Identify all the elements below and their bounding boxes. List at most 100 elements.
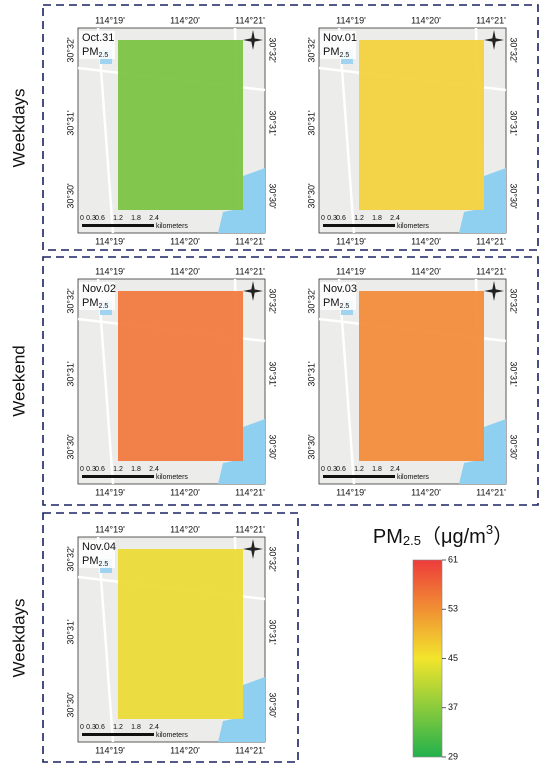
water (218, 677, 265, 742)
panel-date: Nov.02 (82, 283, 116, 295)
group-box (42, 256, 539, 506)
colorbar-tick-label: 37 (448, 702, 458, 712)
lon-tick-label: 114°21' (476, 266, 506, 276)
lat-tick-label: 30°31' (306, 110, 316, 136)
legend-unit: ） (493, 525, 513, 548)
lat-tick-label: 30°31' (509, 361, 519, 387)
legend-superscript: 3 (486, 522, 493, 537)
group-label: Weekdays (9, 88, 28, 167)
lat-tick-label: 30°32' (65, 288, 75, 314)
scale-label: 1.2 (113, 215, 123, 222)
scale-label: 0 (80, 466, 84, 473)
pollutant-subscript: 2.5 (340, 303, 350, 310)
lat-tick-label: 30°32' (268, 37, 278, 63)
lon-tick-label: 114°21' (476, 487, 506, 497)
scale-label: 1.8 (131, 466, 141, 473)
lat-tick-label: 30°32' (268, 546, 278, 572)
lon-tick-label: 114°21' (476, 236, 506, 246)
scale-label: 1.2 (113, 724, 123, 731)
lat-tick-label: 30°32' (306, 288, 316, 314)
lat-tick-label: 30°30' (65, 434, 75, 460)
colorbar-tick-label: 61 (448, 554, 458, 564)
scale-bar (82, 475, 154, 478)
legend-title-text: PM (373, 526, 403, 548)
panel-pollutant: PM2.5 (82, 297, 108, 310)
scale-label: 2.4 (149, 466, 159, 473)
colorbar (412, 559, 443, 758)
scale-label: 1.8 (372, 215, 382, 222)
panel-date: Nov.03 (323, 283, 357, 295)
concentration-field (359, 291, 484, 461)
scale-label: 0 (80, 215, 84, 222)
pollutant-name: PM (82, 297, 99, 309)
lon-tick-label: 114°19' (336, 15, 366, 25)
lat-tick-label: 30°31' (65, 619, 75, 645)
lat-tick-label: 30°31' (509, 110, 519, 136)
lat-tick-label: 30°30' (306, 183, 316, 209)
lon-tick-label: 114°20' (411, 15, 441, 25)
scale-label: 0 (80, 724, 84, 731)
lon-tick-label: 114°19' (336, 266, 366, 276)
water (218, 419, 265, 484)
lat-tick-label: 30°30' (268, 434, 278, 460)
lat-tick-label: 30°32' (306, 37, 316, 63)
scale-label: 2.4 (149, 724, 159, 731)
lat-tick-label: 30°30' (65, 692, 75, 718)
north-arrow (484, 30, 504, 50)
lat-tick-label: 30°32' (509, 288, 519, 314)
legend-title: PM2.5（μg/m3） (373, 522, 513, 548)
scale-label: 0.6 (95, 215, 105, 222)
concentration-field (118, 40, 243, 210)
group-box (42, 512, 299, 763)
lon-tick-label: 114°19' (336, 236, 366, 246)
scale-bar (323, 475, 395, 478)
scale-label: 2.4 (390, 466, 400, 473)
pollutant-name: PM (323, 46, 340, 58)
lat-tick-label: 30°30' (509, 434, 519, 460)
scale-bar (323, 224, 395, 227)
label-box (79, 540, 115, 568)
north-arrow (243, 539, 263, 559)
scale-label: 2.4 (149, 215, 159, 222)
scale-label: 0.3 (327, 215, 337, 222)
scale-label: 0 (321, 466, 325, 473)
lat-tick-label: 30°32' (509, 37, 519, 63)
lon-tick-label: 114°20' (170, 236, 200, 246)
lat-tick-label: 30°32' (268, 288, 278, 314)
scale-label: 1.2 (354, 215, 364, 222)
north-arrow (484, 281, 504, 301)
label-box (320, 282, 356, 310)
group-label: Weekdays (9, 598, 28, 677)
lon-tick-label: 114°21' (235, 266, 265, 276)
lon-tick-label: 114°19' (95, 745, 125, 755)
lat-tick-label: 30°31' (306, 361, 316, 387)
scale-label: 0.3 (327, 466, 337, 473)
lon-tick-label: 114°20' (411, 487, 441, 497)
scale-label: 1.8 (131, 215, 141, 222)
legend-unit: （μg/m (421, 525, 486, 548)
concentration-field (118, 549, 243, 719)
lat-tick-label: 30°30' (306, 434, 316, 460)
scale-label: 1.2 (113, 466, 123, 473)
lon-tick-label: 114°21' (235, 15, 265, 25)
scale-unit: kilometers (156, 223, 188, 230)
scale-unit: kilometers (397, 474, 429, 481)
north-arrow (243, 281, 263, 301)
lat-tick-label: 30°31' (268, 619, 278, 645)
panel-date: Nov.01 (323, 32, 357, 44)
lat-tick-label: 30°30' (509, 183, 519, 209)
north-arrow (243, 30, 263, 50)
scale-bar (82, 733, 154, 736)
scale-label: 0.6 (336, 466, 346, 473)
lat-tick-label: 30°31' (65, 110, 75, 136)
water (218, 168, 265, 233)
legend-subscript: 2.5 (403, 533, 421, 548)
group-label: Weekend (9, 345, 28, 417)
panel-date: Nov.04 (82, 541, 116, 553)
pollutant-subscript: 2.5 (99, 561, 109, 568)
lon-tick-label: 114°20' (170, 524, 200, 534)
